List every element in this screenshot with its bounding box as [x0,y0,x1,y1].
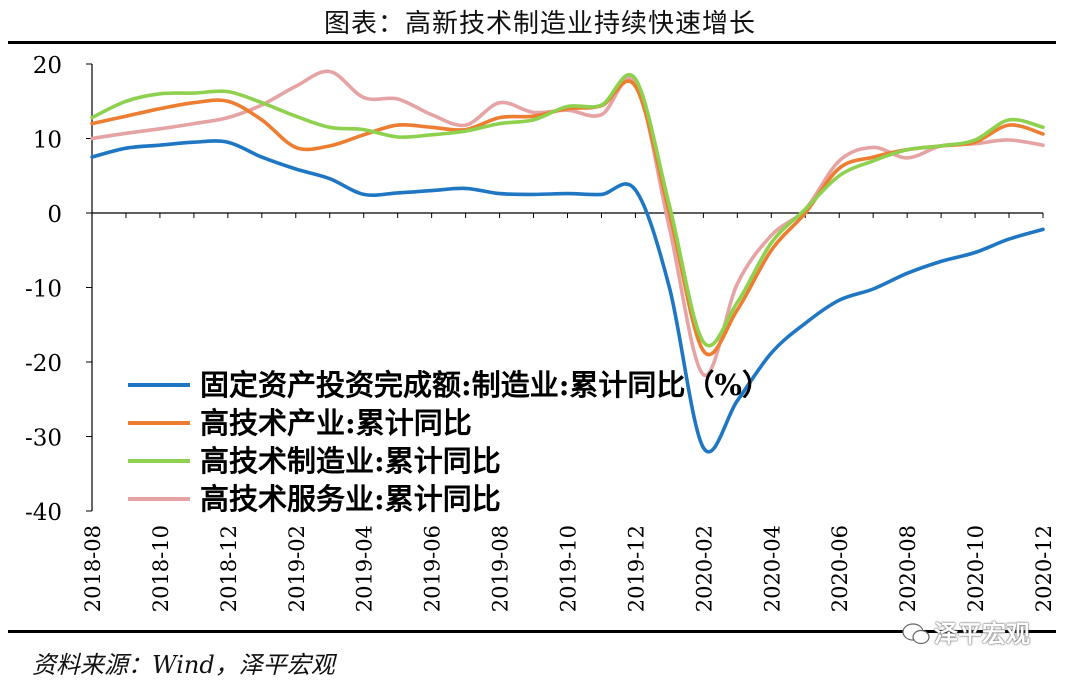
chart-legend: 固定资产投资完成额:制造业:累计同比（%） 高技术产业:累计同比高技术制造业:累计… [128,368,771,516]
legend-label: 高技术产业:累计同比 [200,406,472,440]
x-tick-label: 2018-12 [217,525,241,612]
chart-axes: 20 10 0 -10 -20 -30 -40 2018-08 2018-10 2018-12 20… [25,53,1056,612]
y-tick-label: -40 [25,500,62,526]
line-chart: 20 10 0 -10 -20 -30 -40 2018-08 2018-10 2018-12 20… [25,53,1056,612]
x-tick-label: 2018-10 [149,525,173,612]
chart-title: 图表：高新技术制造业持续快速增长 [323,9,756,39]
y-tick-label: -30 [25,426,62,452]
x-tick-label: 2020-02 [692,525,716,612]
x-tick-label: 2019-12 [624,525,648,612]
watermark-text: 泽平宏观 [934,620,1030,648]
series-layer [90,69,1045,454]
x-tick-label: 2019-04 [353,525,377,612]
x-tick-label: 2019-08 [489,525,513,612]
y-tick-label: -20 [25,351,62,377]
x-tick-label: 2020-10 [964,525,988,612]
chat-bubble-icon [902,623,930,645]
series-line-2 [90,73,1045,348]
watermark: 泽平宏观 [902,614,1030,649]
y-tick-label: 20 [33,53,62,79]
x-tick-label: 2020-12 [1032,525,1056,612]
x-tick-label: 2018-08 [81,525,105,612]
x-tick-label: 2019-02 [285,525,309,612]
x-tick-label: 2019-10 [557,525,581,612]
legend-label: 高技术制造业:累计同比 [200,444,501,478]
top-rule [8,41,1056,44]
legend-label: 高技术服务业:累计同比 [200,482,501,516]
series-line-0 [90,139,1045,454]
series-line-3 [90,69,1045,378]
x-tick-label: 2019-06 [421,525,445,612]
y-tick-label: 0 [47,202,62,228]
y-tick-label: 10 [33,128,62,154]
source-note: 资料来源：Wind，泽平宏观 [32,651,335,679]
x-tick-label: 2020-08 [896,525,920,612]
legend-label: 固定资产投资完成额:制造业:累计同比（%） [200,368,771,402]
y-tick-label: -10 [25,277,62,303]
x-tick-label: 2020-04 [760,525,784,612]
x-tick-label: 2020-06 [828,525,852,612]
bottom-rule [8,630,1056,633]
